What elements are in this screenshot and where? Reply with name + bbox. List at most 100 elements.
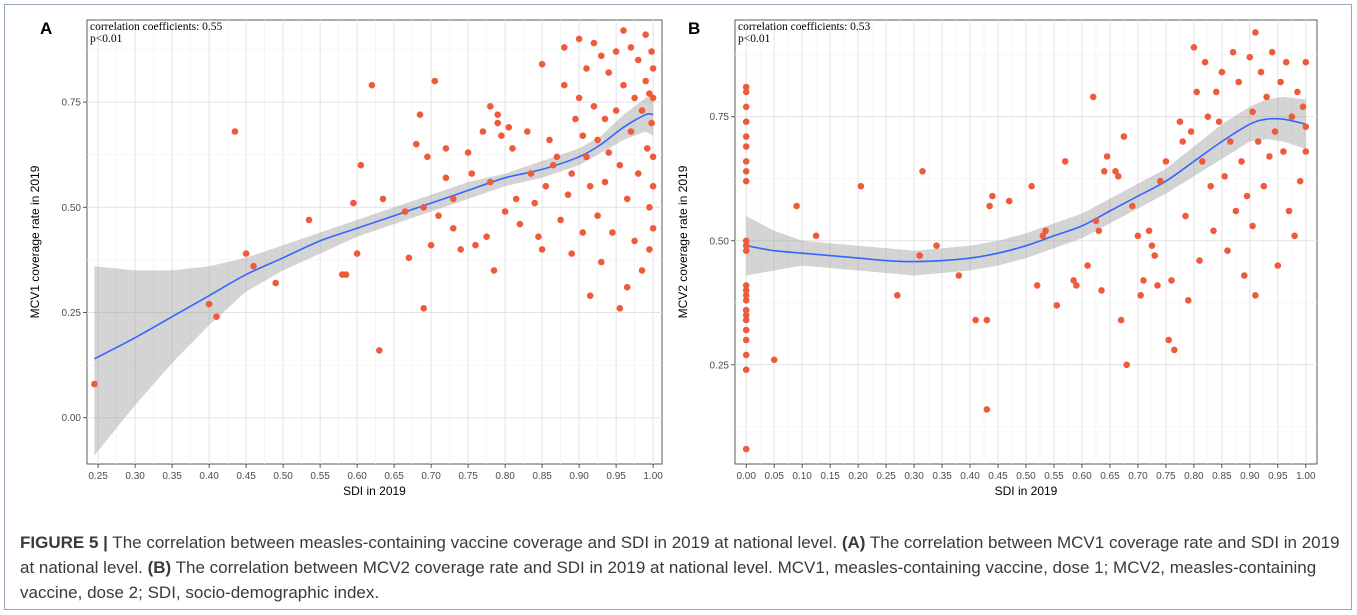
x-tick-label: 0.55 <box>1044 471 1064 482</box>
data-point <box>1288 113 1296 120</box>
data-point <box>643 145 651 152</box>
panel-b-y-ticks: 0.25 0.50 0.75 <box>710 112 735 371</box>
data-point <box>568 250 575 257</box>
data-point <box>424 153 431 161</box>
panel-a-points <box>91 27 657 388</box>
data-point <box>642 77 649 85</box>
data-point <box>538 60 546 68</box>
panel-b-y-axis-title: MCV2 coverage rate in 2019 <box>676 165 690 318</box>
caption-a-ref: (A) <box>841 533 866 552</box>
panel-a-fit-line <box>94 112 654 360</box>
x-tick-label: 0.30 <box>904 471 924 482</box>
x-tick-label: 0.25 <box>88 471 108 482</box>
data-point <box>1033 282 1041 289</box>
data-point <box>598 258 605 266</box>
data-point <box>648 119 655 127</box>
data-point <box>1171 346 1178 354</box>
data-point <box>1095 227 1103 235</box>
data-point <box>509 145 516 152</box>
data-point <box>1302 58 1310 66</box>
panel-a: A 0.25 0.30 0.35 0.40 0.45 0.50 0.55 0.60 0.65 0.… <box>28 19 663 498</box>
panel-b-p-value-note: p<0.01 <box>738 33 771 45</box>
data-point <box>549 161 557 169</box>
data-point <box>646 204 653 211</box>
data-point <box>376 347 383 354</box>
data-point <box>579 229 587 236</box>
data-point <box>601 178 609 186</box>
data-point <box>623 283 631 291</box>
data-point <box>1296 177 1304 185</box>
data-point <box>646 90 653 97</box>
data-point <box>1249 108 1256 116</box>
data-point <box>250 262 257 270</box>
y-tick-label: 0.75 <box>62 98 82 109</box>
x-tick-label: 0.65 <box>1100 471 1120 482</box>
caption-text: The correlation between measles-containi… <box>107 533 842 552</box>
data-point <box>1115 173 1122 180</box>
x-tick-label: 0.95 <box>1268 471 1288 482</box>
data-point <box>561 81 568 89</box>
data-point <box>586 292 594 300</box>
data-point <box>742 326 750 334</box>
data-point <box>1120 133 1128 140</box>
x-tick-label: 0.35 <box>932 471 952 482</box>
data-point <box>742 445 750 453</box>
panel-a-plot-area <box>86 19 663 465</box>
x-tick-label: 0.25 <box>876 471 896 482</box>
figure: A 0.25 0.30 0.35 0.40 0.45 0.50 0.55 0.60 0.65 0.… <box>28 19 1318 498</box>
data-point <box>1073 282 1080 289</box>
data-point <box>379 195 387 203</box>
data-point <box>1260 182 1268 190</box>
data-point <box>1243 192 1251 200</box>
data-point <box>742 316 750 324</box>
data-point <box>91 380 98 388</box>
data-point <box>1271 128 1279 135</box>
data-point <box>649 153 657 161</box>
panel-b-confidence-band <box>746 96 1306 276</box>
data-point <box>1148 242 1156 249</box>
data-point <box>1123 361 1130 369</box>
data-point <box>983 406 991 413</box>
data-point <box>742 242 750 249</box>
data-point <box>557 216 564 224</box>
x-tick-label: 0.65 <box>384 471 404 482</box>
x-tick-label: 0.70 <box>421 471 441 482</box>
data-point <box>620 81 627 89</box>
x-tick-label: 0.15 <box>820 471 840 482</box>
x-tick-label: 0.75 <box>1156 471 1176 482</box>
data-point <box>483 233 490 240</box>
panel-a-y-axis-title: MCV1 coverage rate in 2019 <box>28 165 42 318</box>
y-tick-label: 0.00 <box>62 413 82 424</box>
data-point <box>742 168 750 175</box>
x-tick-label: 0.50 <box>1016 471 1036 482</box>
data-point <box>487 178 494 186</box>
panel-a-p-value-note: p<0.01 <box>90 33 123 45</box>
data-point <box>575 35 583 43</box>
data-point <box>479 128 487 135</box>
data-point <box>648 48 655 55</box>
data-point <box>1224 247 1231 254</box>
data-point <box>919 168 926 175</box>
panel-b-fit-line <box>746 117 1306 263</box>
data-point <box>1218 68 1226 76</box>
data-point <box>1112 168 1119 175</box>
data-point <box>353 250 361 257</box>
data-point <box>635 170 642 177</box>
data-point <box>586 182 594 190</box>
data-point <box>612 48 620 55</box>
data-point <box>442 145 450 152</box>
data-point <box>494 119 502 127</box>
data-point <box>1252 29 1259 36</box>
data-point <box>542 182 550 190</box>
panel-b-grid <box>735 20 1317 464</box>
x-tick-label: 0.00 <box>736 471 756 482</box>
data-point <box>494 111 502 118</box>
data-point <box>742 306 750 314</box>
data-point <box>1145 227 1153 235</box>
data-point <box>623 195 631 203</box>
data-point <box>1042 227 1049 235</box>
data-point <box>1061 158 1069 165</box>
panel-b-x-ticks: 0.00 0.05 0.10 0.15 0.20 0.25 0.30 0.35 0.40 0.45… <box>736 464 1316 482</box>
x-tick-label: 0.45 <box>236 471 256 482</box>
data-point <box>450 225 457 232</box>
